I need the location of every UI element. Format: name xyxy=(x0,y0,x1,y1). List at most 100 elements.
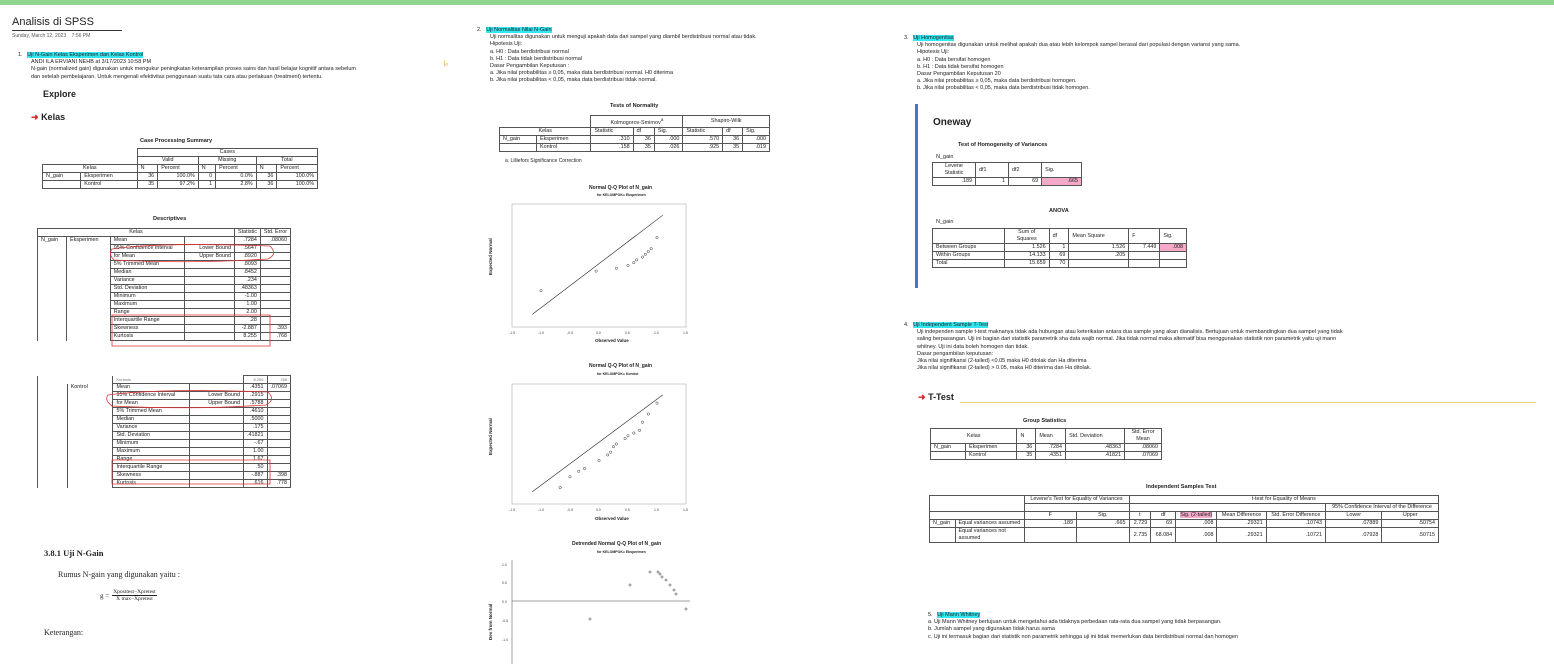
table-row: for Mean Upper Bound .5788 xyxy=(37,399,291,408)
plot1-title: Normal Q-Q Plot of N_gain xyxy=(589,185,653,191)
data-point xyxy=(614,266,618,270)
svg-text:-0.5: -0.5 xyxy=(502,619,508,623)
oneway-heading: Oneway xyxy=(933,117,972,128)
x-tick-label: 1.0 xyxy=(654,508,659,512)
svg-text:-1.0: -1.0 xyxy=(502,638,508,642)
data-point xyxy=(583,467,586,470)
body-text-line: a. Jika nilai probabilitas ≥ 0,05, maka … xyxy=(490,70,674,77)
tests-normality-title: Tests of Normality xyxy=(610,103,659,109)
body-text-line: saling berpasangan. Uji ini bagian dari … xyxy=(917,336,1337,343)
svg-text:1.0: 1.0 xyxy=(502,563,507,567)
plot1-subtitle: for KELOMPOK= Eksperimen xyxy=(597,193,646,197)
table-row: Equal variances not assumed 2.735 68.084.0… xyxy=(929,527,1439,543)
item2-block: 2. Uji Normalitas Nilai N-Gain Uji norma… xyxy=(477,27,757,84)
table-row: Interquartile Range .50 xyxy=(37,463,291,472)
body-text-line: Uji homogenitas digunakan untuk melihat … xyxy=(917,42,1241,49)
data-point xyxy=(632,431,636,435)
data-point xyxy=(635,258,639,262)
body-text-line: b. Jika nilai probabilitas < 0,05, maka … xyxy=(917,85,1090,92)
data-point xyxy=(655,401,659,405)
group-stats-title: Group Statistics xyxy=(1023,418,1067,424)
x-tick-label: 1.5 xyxy=(683,508,688,512)
x-tick-label: 0.0 xyxy=(596,508,601,512)
data-point xyxy=(568,475,572,479)
item1-author: ANDI ILA ERVIANI NEHB at 3/17/2023 10:58… xyxy=(31,59,152,66)
item3-block: 3. Uji Homogenitas Uji homogenitas digun… xyxy=(904,35,1241,92)
data-point xyxy=(612,445,615,449)
plot2-xlabel: Observed Value xyxy=(595,516,629,521)
table-row: .189 1 69.665 xyxy=(932,177,1082,186)
page-title: Analisis di SPSS xyxy=(12,16,94,28)
svg-text:0.5: 0.5 xyxy=(502,581,507,585)
top-accent-bar xyxy=(0,0,1554,5)
x-tick-label: 0.5 xyxy=(625,508,630,512)
data-point xyxy=(655,236,659,239)
detrended-qq-plot: 1.0 0.5 0.0 -0.5 -1.0 xyxy=(502,560,690,664)
table-row: N_gain Equal variances assumed .189.665 2.7… xyxy=(929,519,1439,528)
anova-var: N_gain xyxy=(936,219,954,225)
group-stats-table: Kelas N Mean Std. Deviation Std. Error Mean … xyxy=(929,428,1162,460)
descriptives-title: Descriptives xyxy=(153,216,187,222)
independent-samples-title: Independent Samples Test xyxy=(1146,484,1217,490)
x-tick-label: -1.5 xyxy=(509,331,515,335)
table-row: Kontrol .158 35.026.925 35.019 xyxy=(499,142,770,152)
table-row: Between Groups 1.526 1 1.526 7.449.008 xyxy=(932,243,1187,252)
item5-title: Uji Mann Whitney xyxy=(937,612,981,618)
keterangan-text: Keterangan: xyxy=(44,628,84,637)
x-tick-label: -0.5 xyxy=(567,508,573,512)
body-text-line: b. H1 : Data tidak berdistribusi normal xyxy=(490,55,583,62)
plot2-ylabel: Expected Normal xyxy=(488,418,493,455)
data-point xyxy=(641,420,644,424)
table-row: 95% Confidence Interval Lower Bound .2915 xyxy=(37,391,291,400)
data-point xyxy=(646,250,650,253)
data-point xyxy=(649,247,653,251)
homogeneity-table: Levene Statistic df1 df2 Sig. .189 1 69.665 xyxy=(932,162,1082,186)
body-text-line: c. Uji ini termasuk bagian dari statisti… xyxy=(928,633,1238,640)
plot2-subtitle: for KELOMPOK= Kontrol xyxy=(597,372,639,376)
body-text-line: Uji normalitas digunakan untuk menguji a… xyxy=(490,34,757,41)
item5-block: 5. Uji Mann Whitney a. Uji Mann Whitney … xyxy=(928,612,1238,640)
x-tick-label: 1.0 xyxy=(654,331,659,335)
item1-line1: N-gain (normalized gain) digunakan untuk… xyxy=(31,66,356,73)
oneway-margin-bar xyxy=(915,104,918,288)
x-tick-label: 0.5 xyxy=(625,331,630,335)
ttest-heading: ➜ T-Test xyxy=(918,392,954,402)
table-row: Total 15.659 70 xyxy=(932,259,1187,268)
data-point xyxy=(606,453,610,457)
independent-samples-table: Levene's Test for Equality of Variances t… xyxy=(929,495,1440,543)
plot3-subtitle: for KELOMPOK= Eksperimen xyxy=(597,550,646,554)
table-row: Kontrol 35.4351.41821.07069 xyxy=(930,451,1162,460)
table-row: Kurtosis .616.778 xyxy=(37,479,291,488)
item1-line2: dan setelah pembelajaran. Untuk mengenal… xyxy=(31,73,323,80)
item1-block: 1. Uji N-Gain Kelas Eksperimen dan Kelas… xyxy=(18,52,356,80)
data-point xyxy=(597,458,601,462)
data-point xyxy=(539,289,543,293)
body-text-line: a. Jika nilai probabilitas ≥ 0,05, maka … xyxy=(917,78,1077,85)
x-tick-label: 1.5 xyxy=(683,331,688,335)
descriptives-table-eksperimen: Kelas Statistic Std. Error N_gain Eksperime… xyxy=(36,228,292,341)
plot3-ylabel: Dev from Normal xyxy=(488,603,493,640)
data-point xyxy=(626,434,630,438)
svg-text:0.0: 0.0 xyxy=(502,600,507,604)
title-rule xyxy=(12,30,122,31)
table-row: N_gain Eksperimen Mean .7284.08060 xyxy=(36,236,292,245)
kelas-heading: ➜ Kelas xyxy=(31,112,66,122)
body-text-line: Dasar Pengambilan Keputusan : xyxy=(490,63,570,70)
item4-title: Uji Independent Sample T-Test xyxy=(913,322,989,328)
cursor-mark: |ₒ xyxy=(444,61,448,67)
item3-title: Uji Homogenitas xyxy=(913,35,954,41)
body-text-line: Dasar Pengambilan Keputusan 20 xyxy=(917,71,1001,78)
plot-frame xyxy=(511,383,687,505)
data-point xyxy=(626,264,630,267)
reference-line xyxy=(532,214,663,315)
data-point xyxy=(577,469,581,473)
item1-title: Uji N-Gain Kelas Eksperimen dan Kelas Ko… xyxy=(27,52,144,58)
item4-block: 4. Uji Independent Sample T-Test Uji ind… xyxy=(904,322,1343,372)
descriptives-table-kontrol: Kurtosis 8.255.768 Kontrol Mean .4351.07069… xyxy=(37,375,291,488)
table-row: Kurtosis 8.255.768 xyxy=(36,332,292,341)
table-row: Within Groups 14.133 69.205 xyxy=(932,251,1187,260)
homogeneity-title: Test of Homogeneity of Variances xyxy=(958,142,1048,148)
data-point xyxy=(558,486,562,490)
lilliefors-note: a. Lilliefors Significance Correction xyxy=(505,158,582,164)
item2-title: Uji Normalitas Nilai N-Gain xyxy=(486,27,552,33)
